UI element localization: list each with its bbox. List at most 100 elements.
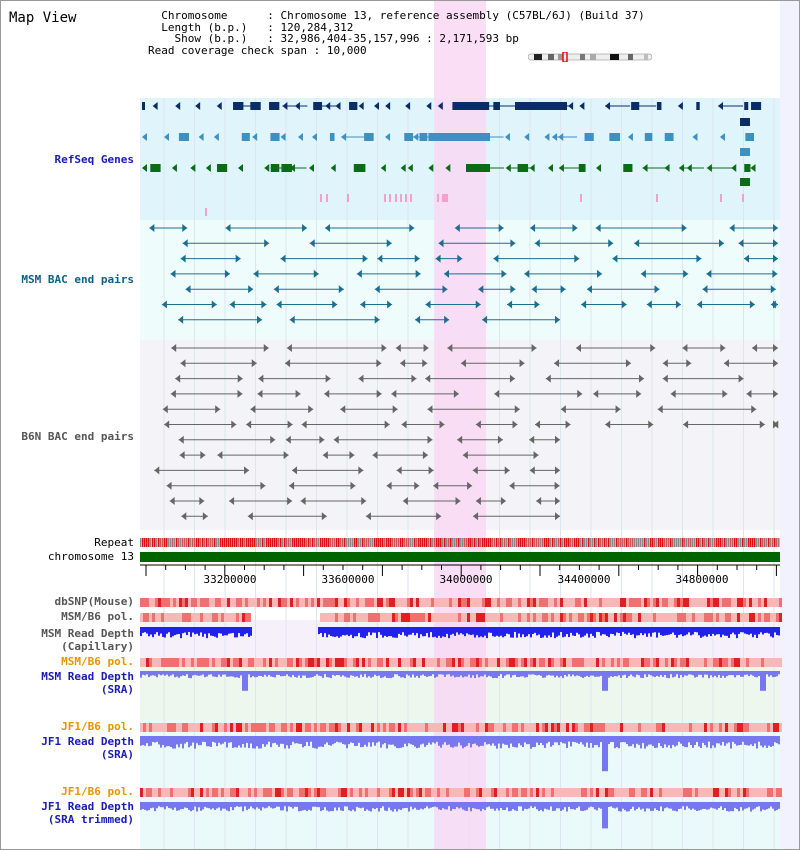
- depth-bar: [696, 802, 698, 811]
- depth-bar: [470, 736, 472, 748]
- track-label-msm-bac[interactable]: MSM BAC end pairs: [21, 273, 134, 286]
- depth-bar: [490, 802, 492, 809]
- pol-cell: [542, 598, 545, 607]
- depth-bar: [622, 736, 624, 743]
- track-label-msm-depth-sra[interactable]: MSM Read Depth (SRA): [41, 670, 134, 696]
- repeat-mark: [276, 538, 278, 547]
- depth-bar: [154, 627, 156, 635]
- pol-cell: [194, 788, 197, 797]
- depth-bar: [710, 802, 712, 808]
- repeat-mark: [598, 538, 600, 547]
- depth-bar: [382, 671, 384, 678]
- pol-cell: [410, 658, 413, 667]
- depth-bar: [662, 671, 664, 677]
- depth-bar: [320, 627, 322, 634]
- track-label-msm-b6-pol-2[interactable]: MSM/B6 pol.: [61, 655, 134, 668]
- pol-cell: [176, 613, 179, 622]
- track-label-dbsnp[interactable]: dbSNP(Mouse): [54, 595, 134, 608]
- depth-bar: [580, 802, 582, 811]
- repeat-mark: [436, 538, 438, 547]
- repeat-mark: [326, 538, 328, 547]
- pol-cell: [257, 723, 260, 732]
- pol-cell: [770, 723, 773, 732]
- pol-cell: [347, 788, 350, 797]
- pol-cell: [260, 598, 263, 607]
- pol-cell: [443, 788, 446, 797]
- pol-cell: [734, 788, 737, 797]
- pol-cell: [488, 788, 491, 797]
- depth-bar: [652, 627, 654, 633]
- repeat-mark: [158, 538, 160, 547]
- pol-cell: [284, 598, 287, 607]
- depth-bar: [378, 736, 380, 742]
- depth-bar: [634, 671, 636, 678]
- pol-cell: [767, 613, 770, 622]
- axis-tick-label: 34400000: [558, 573, 611, 586]
- depth-bar: [372, 802, 374, 809]
- track-label-repeat[interactable]: Repeat: [94, 536, 134, 549]
- track-label-msm-b6-pol-1[interactable]: MSM/B6 pol.: [61, 610, 134, 623]
- pol-cell: [434, 723, 437, 732]
- repeat-mark: [350, 538, 352, 547]
- depth-bar: [734, 802, 736, 808]
- depth-bar: [568, 736, 570, 742]
- depth-bar: [452, 671, 454, 676]
- pol-cell: [380, 613, 383, 622]
- bac-end: [225, 224, 231, 232]
- bac-end: [178, 435, 184, 444]
- depth-bar: [546, 802, 548, 810]
- repeat-mark: [412, 538, 414, 547]
- bac-end: [257, 389, 263, 398]
- depth-bar: [184, 802, 186, 808]
- depth-bar: [554, 802, 556, 811]
- pol-cell: [779, 723, 782, 732]
- track-label-chromosome[interactable]: chromosome 13: [47, 550, 134, 563]
- pol-cell: [635, 598, 638, 607]
- pol-cell: [404, 598, 407, 607]
- repeat-mark: [278, 538, 280, 547]
- pol-cell: [746, 658, 749, 667]
- depth-bar: [506, 736, 508, 745]
- depth-bar: [400, 671, 402, 678]
- bac-end: [752, 344, 758, 352]
- pol-cell: [485, 613, 488, 622]
- chromosome-ideogram[interactable]: [528, 52, 652, 62]
- repeat-mark: [594, 538, 596, 547]
- depth-bar: [730, 736, 732, 749]
- depth-bar: [156, 802, 158, 809]
- depth-bar: [682, 802, 684, 807]
- pol-cell: [467, 788, 470, 797]
- depth-bar: [768, 736, 770, 746]
- bac-end: [524, 269, 530, 278]
- track-label-jf1-depth-trimmed[interactable]: JF1 Read Depth (SRA trimmed): [41, 800, 134, 826]
- repeat-mark: [208, 538, 210, 547]
- track-label-jf1-b6-pol-1[interactable]: JF1/B6 pol.: [61, 720, 134, 733]
- depth-bar: [420, 627, 422, 635]
- track-label-b6n-bac[interactable]: B6N BAC end pairs: [21, 430, 134, 443]
- depth-bar: [724, 802, 726, 809]
- track-label-jf1-b6-pol-2[interactable]: JF1/B6 pol.: [61, 785, 134, 798]
- pol-cell: [386, 598, 389, 607]
- bac-end: [455, 497, 461, 505]
- depth-bar: [326, 627, 328, 638]
- bac-end: [358, 466, 364, 475]
- track-label-msm-depth-capillary[interactable]: MSM Read Depth (Capillary): [41, 627, 134, 653]
- pol-cell: [521, 788, 524, 797]
- chromosome-bar: [140, 552, 780, 562]
- depth-bar: [358, 671, 360, 678]
- bac-end: [381, 344, 387, 352]
- pol-cell: [701, 613, 704, 622]
- bac-end: [229, 497, 235, 505]
- depth-bar: [190, 627, 192, 637]
- depth-bar: [150, 736, 152, 746]
- track-label-refseq-genes[interactable]: RefSeq Genes: [54, 153, 134, 166]
- gene-block: [744, 164, 751, 172]
- pol-cell: [467, 658, 470, 667]
- track-label-jf1-depth-sra[interactable]: JF1 Read Depth (SRA): [41, 735, 134, 761]
- show-value: 32,986,404-35,157,996 : 2,171,593 bp: [280, 32, 519, 46]
- depth-bar: [144, 736, 146, 746]
- bac-end: [555, 315, 560, 324]
- depth-bar: [668, 671, 670, 679]
